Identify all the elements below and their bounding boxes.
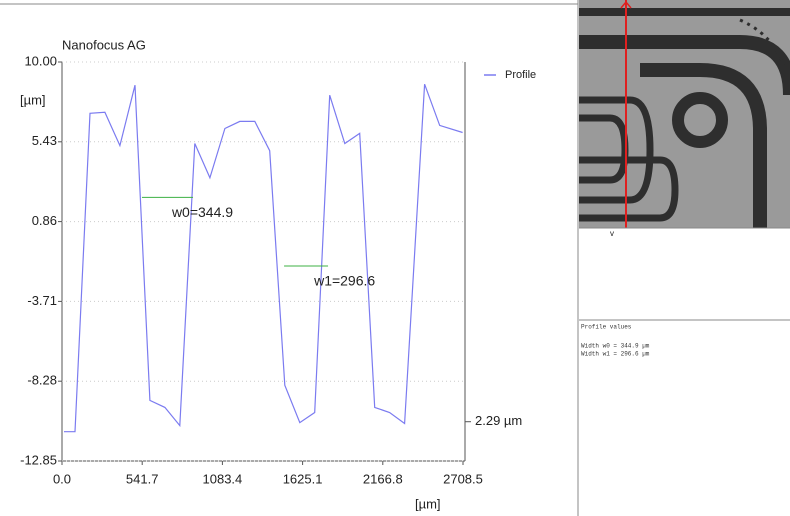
x-tick-label: 2166.8 [363, 471, 403, 486]
chart-title: Nanofocus AG [62, 37, 146, 52]
y-tick-label: -12.85 [20, 452, 57, 467]
width-annotation: w0=344.9 [171, 204, 233, 220]
y-axis-label: [µm] [20, 92, 46, 107]
x-axis-label: [µm] [415, 496, 441, 511]
x-tick-label: 1083.4 [203, 471, 243, 486]
y-tick-label: 10.00 [24, 53, 57, 68]
x-tick-label: 0.0 [53, 471, 71, 486]
width-annotation: w1=296.6 [313, 273, 375, 289]
x-tick-label: 1625.1 [283, 471, 323, 486]
height-marker-label: 2.29 µm [475, 413, 522, 428]
legend-label: Profile [505, 69, 536, 81]
y-tick-label: 0.86 [32, 213, 57, 228]
x-tick-label: 2708.5 [443, 471, 483, 486]
svg-text:v: v [610, 229, 614, 238]
panel-line: Width w0 = 344.9 µm [581, 343, 650, 350]
panel-line: Width w1 = 296.6 µm [581, 351, 650, 358]
profile-line [64, 83, 463, 433]
x-tick-label: 541.7 [126, 471, 159, 486]
y-tick-label: -3.71 [27, 293, 57, 308]
microscope-image: v [579, 0, 790, 321]
y-tick-label: 5.43 [32, 133, 57, 148]
y-tick-label: -8.28 [27, 373, 57, 388]
panel-title: Profile values [581, 324, 632, 331]
